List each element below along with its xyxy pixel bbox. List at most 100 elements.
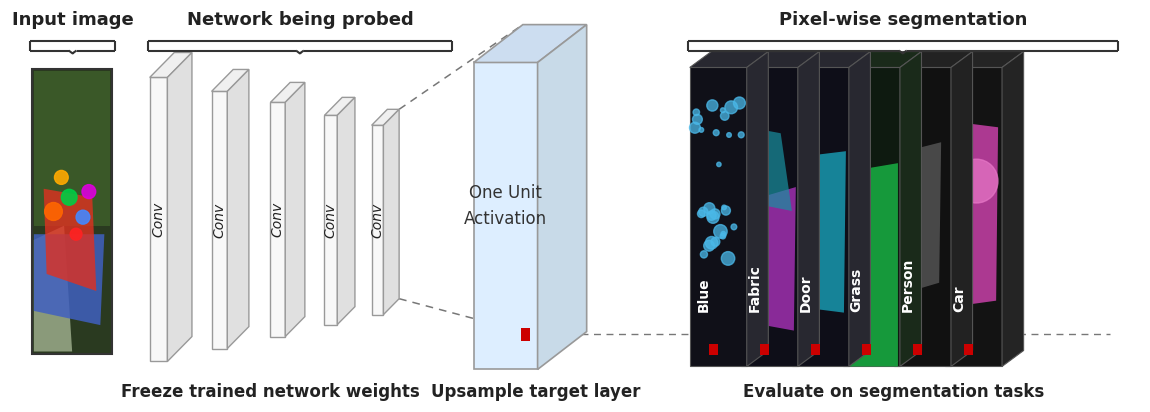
Text: One Unit
Activation: One Unit Activation [465, 185, 547, 227]
Text: Upsample target layer: Upsample target layer [431, 383, 641, 401]
Text: Conv: Conv [324, 202, 338, 238]
Circle shape [707, 211, 719, 223]
Polygon shape [285, 82, 305, 337]
Circle shape [720, 112, 729, 120]
Polygon shape [270, 102, 285, 337]
Circle shape [727, 133, 731, 137]
Polygon shape [371, 109, 399, 125]
Bar [521, 328, 530, 341]
Polygon shape [746, 127, 792, 211]
Circle shape [721, 252, 735, 265]
Polygon shape [894, 68, 951, 366]
Polygon shape [741, 68, 798, 366]
Circle shape [738, 132, 744, 138]
Circle shape [731, 224, 737, 230]
Circle shape [704, 203, 715, 214]
Polygon shape [212, 91, 228, 349]
Text: Input image: Input image [12, 11, 133, 28]
Polygon shape [383, 109, 399, 315]
Bar [760, 344, 768, 356]
Circle shape [720, 108, 726, 112]
Text: Door: Door [798, 274, 813, 311]
Polygon shape [849, 52, 871, 366]
Polygon shape [324, 115, 337, 325]
Circle shape [710, 209, 720, 219]
Circle shape [82, 185, 95, 199]
Polygon shape [33, 234, 105, 325]
Bar [913, 344, 922, 356]
Circle shape [705, 236, 718, 249]
Polygon shape [792, 68, 849, 366]
Circle shape [693, 109, 699, 115]
Polygon shape [474, 25, 586, 63]
Circle shape [713, 130, 719, 136]
Polygon shape [32, 70, 113, 353]
Text: Evaluate on segmentation tasks: Evaluate on segmentation tasks [743, 383, 1044, 401]
Text: Blue: Blue [697, 277, 711, 311]
Polygon shape [228, 70, 248, 349]
Circle shape [700, 251, 707, 258]
Polygon shape [797, 151, 846, 313]
Text: Conv: Conv [370, 202, 384, 238]
Polygon shape [337, 97, 355, 325]
Circle shape [734, 97, 745, 109]
Circle shape [707, 211, 716, 220]
Polygon shape [894, 52, 973, 68]
Bar [708, 344, 718, 356]
Circle shape [711, 237, 720, 246]
Bar [862, 344, 871, 356]
Polygon shape [33, 226, 72, 351]
Polygon shape [44, 189, 97, 291]
Polygon shape [1002, 52, 1024, 366]
Circle shape [690, 122, 700, 133]
Bar [964, 344, 973, 356]
Text: Pixel-wise segmentation: Pixel-wise segmentation [779, 11, 1027, 28]
Text: Person: Person [900, 257, 914, 311]
Circle shape [692, 115, 703, 124]
Circle shape [698, 210, 705, 218]
Polygon shape [906, 142, 941, 292]
Circle shape [76, 210, 90, 224]
Polygon shape [212, 70, 248, 91]
Circle shape [954, 159, 998, 203]
Circle shape [699, 207, 708, 216]
Polygon shape [324, 97, 355, 115]
Bar [811, 344, 820, 356]
Text: Car: Car [952, 285, 966, 311]
Polygon shape [798, 52, 820, 366]
Text: Grass: Grass [850, 267, 864, 311]
Polygon shape [951, 52, 973, 366]
Polygon shape [792, 52, 871, 68]
Polygon shape [371, 125, 383, 315]
Circle shape [61, 189, 77, 205]
Polygon shape [951, 121, 998, 307]
Polygon shape [33, 71, 110, 226]
Circle shape [704, 240, 714, 251]
Polygon shape [845, 163, 898, 366]
Polygon shape [690, 52, 768, 68]
Text: Fabric: Fabric [748, 264, 761, 311]
Circle shape [699, 128, 704, 132]
Polygon shape [843, 52, 921, 68]
Polygon shape [270, 82, 305, 102]
Polygon shape [945, 68, 1002, 366]
Text: Freeze trained network weights: Freeze trained network weights [121, 383, 420, 401]
Polygon shape [150, 77, 168, 361]
Polygon shape [690, 68, 746, 366]
Circle shape [70, 228, 82, 240]
Circle shape [721, 206, 730, 215]
Circle shape [716, 162, 721, 166]
Text: Conv: Conv [213, 202, 227, 238]
Polygon shape [150, 52, 192, 77]
Polygon shape [746, 52, 768, 366]
Circle shape [707, 100, 718, 111]
Circle shape [721, 232, 726, 236]
Circle shape [722, 205, 727, 210]
Circle shape [724, 101, 737, 114]
Polygon shape [537, 25, 586, 370]
Polygon shape [168, 52, 192, 361]
Polygon shape [843, 68, 900, 366]
Circle shape [720, 233, 726, 239]
Polygon shape [745, 187, 796, 330]
Polygon shape [900, 52, 921, 366]
